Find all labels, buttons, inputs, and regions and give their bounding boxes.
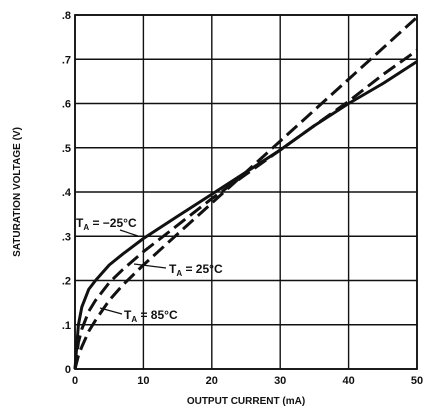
y-tick-label: .7 <box>62 54 71 66</box>
y-tick-label: 0 <box>65 364 71 376</box>
y-tick-label: .4 <box>62 187 72 199</box>
series-label: TA = −25°C <box>76 216 137 232</box>
x-tick-label: 0 <box>72 375 78 387</box>
series-label-rest: = 25°C <box>182 262 223 276</box>
series-label-subscript: A <box>176 269 182 278</box>
series-line-1 <box>73 49 418 370</box>
series-label-main: T <box>76 216 84 230</box>
series-label: TA = 25°C <box>169 262 223 278</box>
grid <box>74 14 418 370</box>
x-tick-label: 50 <box>411 375 423 387</box>
y-tick-label: .6 <box>62 99 71 111</box>
x-tick-label: 10 <box>137 375 149 387</box>
series-label-main: T <box>124 308 132 322</box>
series-label-rest: = −25°C <box>89 216 137 230</box>
x-tick-label: 40 <box>342 375 354 387</box>
tick-labels: 0 10 20 30 40 50 0 .1 .2 .3 .4 .5 .6 .7 .8 <box>62 10 423 387</box>
series-label: TA = 85°C <box>124 308 178 324</box>
series-lines <box>73 16 419 370</box>
series-line-2 <box>73 16 419 370</box>
series-label-leader <box>99 307 123 315</box>
y-tick-label: .8 <box>62 10 71 22</box>
series-label-leader <box>119 229 139 237</box>
plot-frame <box>74 14 418 370</box>
series-label-subscript: A <box>131 315 137 324</box>
series-label-main: T <box>169 262 177 276</box>
series-labels: TA = −25°CTA = 25°CTA = 85°C <box>76 216 223 324</box>
x-tick-label: 30 <box>274 375 286 387</box>
series-label-subscript: A <box>83 223 89 232</box>
y-tick-label: .2 <box>62 276 71 288</box>
x-axis-title: OUTPUT CURRENT (mA) <box>187 396 305 407</box>
y-tick-label: .5 <box>62 143 71 155</box>
series-label-rest: = 85°C <box>137 308 178 322</box>
series-label-leader <box>133 263 167 269</box>
y-tick-label: .3 <box>62 231 71 243</box>
y-axis-title: SATURATION VOLTAGE (V) <box>12 127 23 257</box>
x-tick-label: 20 <box>206 375 218 387</box>
y-tick-label: .1 <box>62 320 71 332</box>
